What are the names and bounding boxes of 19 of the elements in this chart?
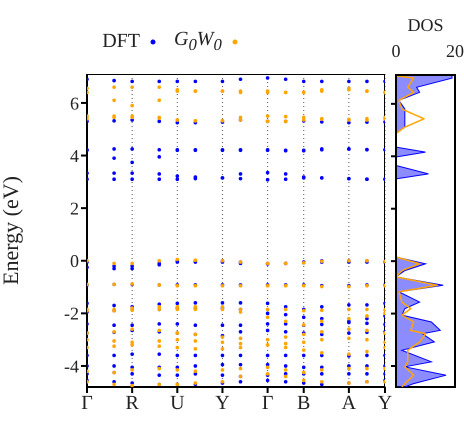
legend-label: G$_{0}$W$_{0}$ (174, 28, 222, 55)
x-tick-label: U (170, 392, 186, 414)
y-tick-label: -2 (64, 304, 79, 324)
y-tick-label: 2 (70, 198, 79, 219)
y-tick-label: -4 (64, 356, 79, 376)
x-tick-label: 20 (446, 41, 464, 61)
x-tick-label: Y (215, 392, 230, 414)
x-tick-label: R (125, 392, 140, 414)
x-tick-label: A (342, 392, 357, 414)
x-axis-title: DOS (407, 14, 444, 35)
y-tick-label: 4 (70, 146, 79, 166)
x-tick-label: Γ (81, 392, 93, 414)
x-tick-label: B (297, 392, 310, 414)
y-tick-label: 0 (70, 251, 79, 272)
y-axis-title: Energy (eV) (0, 176, 23, 285)
legend-label: DFT (102, 30, 140, 53)
x-tick-label: Γ (262, 392, 274, 414)
y-tick-label: 6 (70, 93, 79, 114)
x-tick-label: Y (378, 392, 392, 414)
